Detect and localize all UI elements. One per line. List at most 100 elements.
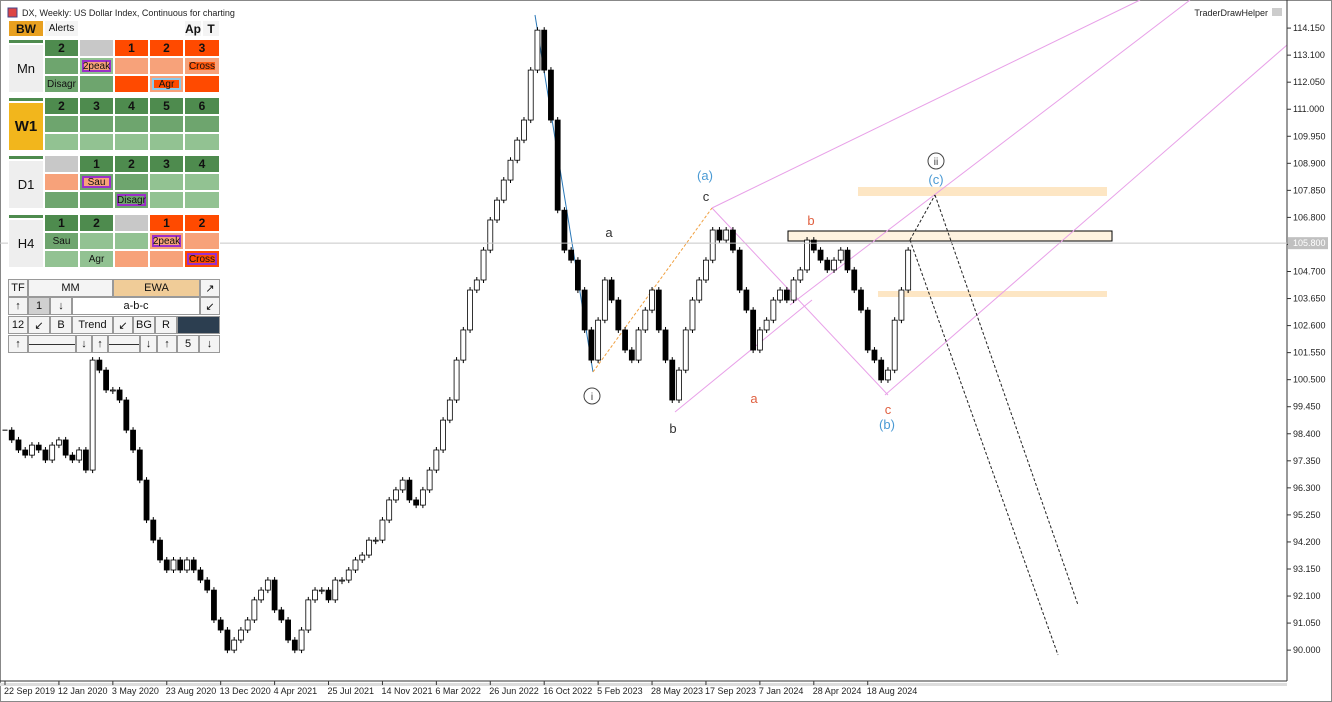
last-price-label: 105.800 — [1293, 238, 1326, 248]
candle — [366, 539, 372, 556]
chart-title: DX, Weekly: US Dollar Index, Continuous … — [22, 8, 235, 18]
candle — [696, 279, 703, 301]
candle — [372, 539, 379, 542]
control-button[interactable]: ↗ — [200, 279, 220, 297]
channel-line — [789, 0, 1191, 306]
control-button[interactable]: BG — [133, 316, 155, 334]
control-button[interactable]: ↑ — [8, 335, 28, 353]
candle — [790, 279, 797, 301]
candle — [76, 449, 83, 461]
candle — [541, 29, 548, 71]
x-tick-label: 28 May 2023 — [651, 686, 703, 696]
control-button[interactable]: ↑ — [157, 335, 177, 353]
candle — [298, 629, 305, 651]
candle — [777, 289, 783, 301]
control-button[interactable]: ↑ — [8, 297, 28, 315]
x-tick-label: 28 Apr 2024 — [813, 686, 862, 696]
panel-cell: Agr — [79, 250, 114, 268]
wave-label: a — [605, 225, 613, 240]
wave-label: c — [703, 189, 710, 204]
candle — [318, 589, 325, 592]
control-button[interactable]: Trend — [72, 316, 113, 334]
control-button[interactable] — [108, 335, 140, 353]
candle — [399, 479, 406, 491]
y-tick-label: 98.400 — [1293, 429, 1321, 439]
candle — [676, 369, 682, 401]
candle — [224, 629, 231, 651]
plugin-label: TraderDrawHelper — [1194, 8, 1268, 18]
control-button[interactable]: ↙ — [113, 316, 133, 334]
control-button[interactable]: TF — [8, 279, 28, 297]
candle — [163, 559, 170, 571]
panel-cell — [44, 173, 79, 191]
control-button[interactable]: 1 — [28, 297, 50, 315]
y-tick-label: 107.850 — [1293, 185, 1326, 195]
control-button[interactable]: ↓ — [140, 335, 157, 353]
candle — [352, 559, 359, 571]
candle — [386, 499, 393, 521]
candle — [325, 589, 332, 601]
panel-cell — [184, 133, 220, 151]
panel-cell — [79, 20, 184, 37]
control-button[interactable]: ↙ — [200, 297, 220, 315]
control-button[interactable]: EWA — [113, 279, 200, 297]
control-button[interactable]: ↑ — [92, 335, 108, 353]
candle — [446, 399, 453, 421]
panel-cell: 2 — [114, 155, 149, 173]
control-button[interactable] — [28, 335, 76, 353]
candle — [82, 449, 89, 471]
candle — [393, 489, 399, 501]
candle — [433, 449, 440, 471]
control-button[interactable]: ↙ — [28, 316, 50, 334]
panel-cell: W1 — [8, 102, 44, 151]
panel-cell — [149, 133, 184, 151]
control-button[interactable]: B — [50, 316, 72, 334]
panel-cell — [79, 39, 114, 57]
control-button[interactable]: ↓ — [199, 335, 220, 353]
panel-cell: 3 — [79, 97, 114, 115]
x-tick-label: 18 Aug 2024 — [867, 686, 918, 696]
y-tick-label: 108.900 — [1293, 158, 1326, 168]
candle — [669, 359, 676, 401]
candle — [264, 579, 271, 591]
candle — [736, 249, 743, 291]
candle — [29, 444, 35, 456]
candle — [804, 239, 810, 271]
candle — [716, 229, 723, 241]
control-button[interactable]: 5 — [177, 335, 199, 353]
candle — [2, 429, 8, 431]
wave-label: b — [807, 213, 814, 228]
panel-cell — [8, 39, 44, 44]
panel-cell — [114, 250, 149, 268]
channel-line — [884, 44, 1288, 396]
control-button[interactable]: ↓ — [76, 335, 92, 353]
wave-label: ii — [934, 157, 938, 168]
annotations: (a) c a i b a b c (b) ii (c) — [591, 157, 944, 436]
y-tick-label: 101.550 — [1293, 348, 1326, 358]
candle — [170, 559, 177, 571]
channel-line — [711, 207, 889, 396]
candle — [413, 499, 420, 506]
scrollbar — [0, 683, 1287, 686]
zone-box — [787, 230, 1113, 242]
wave-label: b — [669, 421, 676, 436]
control-button[interactable]: R — [155, 316, 177, 334]
control-button[interactable]: a-b-c — [72, 297, 200, 315]
control-button[interactable]: MM — [28, 279, 113, 297]
candle — [143, 479, 150, 521]
candle — [345, 569, 352, 581]
panel-cell — [114, 57, 149, 75]
panel-cell — [79, 191, 114, 209]
candle — [561, 209, 568, 251]
control-button[interactable] — [177, 316, 220, 334]
candle — [359, 554, 366, 561]
tag: Disagr — [117, 194, 146, 206]
panel-cell: Cross — [184, 57, 220, 75]
control-button[interactable]: 12 — [8, 316, 28, 334]
candle — [500, 179, 507, 201]
x-tick-label: 4 Apr 2021 — [274, 686, 318, 696]
panel-cell: 2 — [44, 97, 79, 115]
control-button[interactable]: ↓ — [50, 297, 72, 315]
candle — [190, 559, 197, 571]
candle — [743, 289, 750, 311]
